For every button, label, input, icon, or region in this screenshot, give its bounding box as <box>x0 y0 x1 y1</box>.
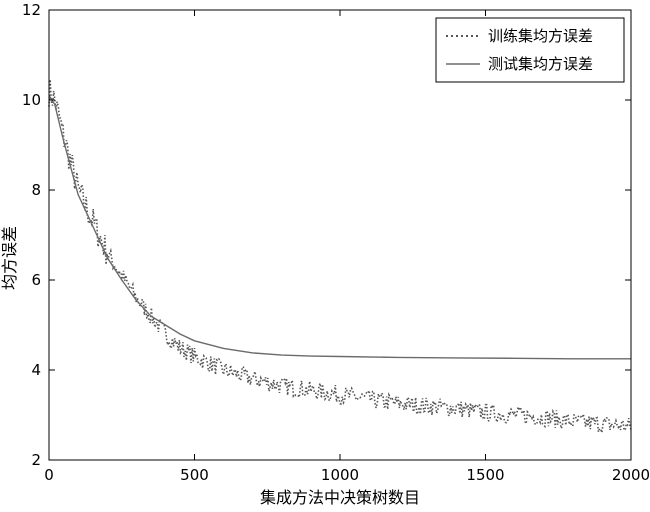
y-tick-label: 8 <box>31 181 41 199</box>
x-tick-label: 500 <box>180 466 209 484</box>
x-tick-label: 1000 <box>321 466 359 484</box>
x-tick-label: 1500 <box>466 466 504 484</box>
x-tick-label: 2000 <box>612 466 650 484</box>
x-axis-label: 集成方法中决策树数目 <box>260 488 420 507</box>
legend-label-test: 测试集均方误差 <box>488 55 593 73</box>
y-tick-label: 6 <box>31 271 41 289</box>
x-tick-label: 0 <box>44 466 54 484</box>
series-line-train <box>48 79 632 433</box>
y-axis-label: 均方误差 <box>0 226 19 290</box>
legend: 训练集均方误差 测试集均方误差 <box>435 17 625 83</box>
y-tick-label: 4 <box>31 361 41 379</box>
y-tick-label: 10 <box>22 91 41 109</box>
legend-label-train: 训练集均方误差 <box>488 27 593 45</box>
series-line-test <box>48 95 631 360</box>
series-layer <box>48 79 632 433</box>
y-tick-label: 2 <box>31 451 41 469</box>
ticks-layer: 0 500 1000 1500 2000 2 4 6 8 10 12 <box>22 1 650 484</box>
legend-box <box>435 17 625 83</box>
y-tick-label: 12 <box>22 1 41 19</box>
